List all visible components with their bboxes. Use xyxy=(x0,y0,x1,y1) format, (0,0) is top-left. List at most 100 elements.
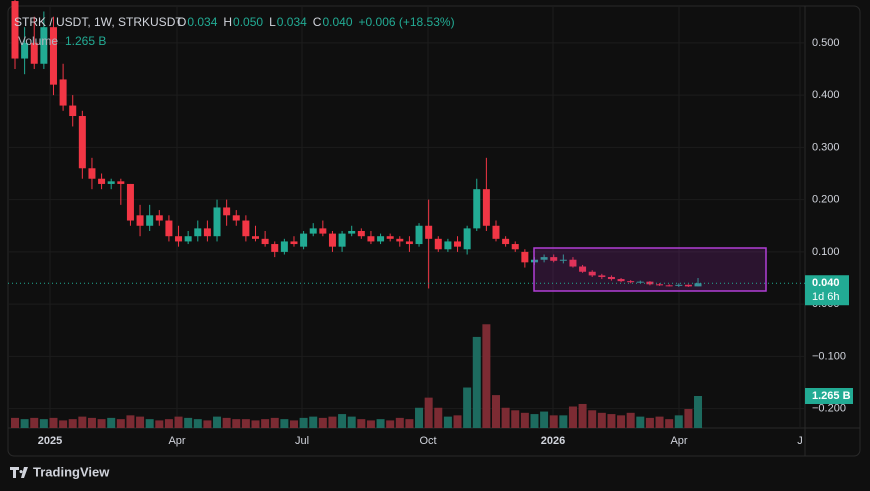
candle-body xyxy=(271,244,279,252)
y-tick-label: 0.200 xyxy=(812,194,840,206)
candle-body xyxy=(194,228,202,237)
candle-body xyxy=(107,181,115,184)
candle-body xyxy=(579,266,587,272)
volume-bar xyxy=(415,407,424,428)
volume-bar xyxy=(578,403,587,428)
volume-bar xyxy=(549,415,558,428)
symbol-title: STRK / USDT, 1W, STRKUSDT xyxy=(14,15,183,29)
quote-key: C xyxy=(313,15,322,29)
volume-bar xyxy=(30,417,39,428)
volume-bar xyxy=(568,406,577,428)
volume-bar xyxy=(328,416,337,428)
volume-layer xyxy=(11,324,703,428)
quote-change: +0.006 (+18.53%) xyxy=(359,15,455,29)
volume-bar xyxy=(395,417,404,428)
volume-bar xyxy=(694,395,703,428)
volume-bar xyxy=(299,417,308,428)
y-tick-label: 0.300 xyxy=(812,141,840,153)
candle-body xyxy=(319,228,327,234)
candle-body xyxy=(636,281,644,283)
candle-body xyxy=(675,284,683,286)
candle-body xyxy=(223,207,231,216)
candle-body xyxy=(377,236,385,242)
volume-bar xyxy=(126,415,135,428)
last-price-label: 0.040 xyxy=(812,277,840,289)
candle-body xyxy=(280,241,288,252)
volume-bar xyxy=(530,414,539,428)
candle-body xyxy=(290,241,298,245)
volume-bar xyxy=(645,417,654,428)
candle-body xyxy=(117,181,125,184)
volume-bar xyxy=(39,419,48,428)
quote-key: O xyxy=(177,15,186,29)
countdown-label: 1d 6h xyxy=(812,291,840,303)
volume-bar xyxy=(443,416,452,428)
x-tick-label: Apr xyxy=(168,435,185,447)
volume-bar xyxy=(674,415,683,428)
chart-panel xyxy=(7,5,861,457)
quote-value: 0.040 xyxy=(322,15,352,29)
volume-bar xyxy=(97,419,106,428)
candle-body xyxy=(665,285,673,287)
volume-bar xyxy=(184,417,193,428)
candle-body xyxy=(203,228,211,237)
candle-body xyxy=(434,238,442,250)
volume-bar xyxy=(136,416,145,428)
candle-body xyxy=(146,215,154,226)
y-tick-label: −0.200 xyxy=(812,403,846,415)
volume-bar xyxy=(164,419,173,428)
candle-body xyxy=(30,42,38,64)
y-tick-label: 0.100 xyxy=(812,246,840,258)
candle-body xyxy=(473,189,481,229)
x-tick-label: Jul xyxy=(295,435,309,447)
candle-body xyxy=(454,241,462,247)
volume-bar xyxy=(78,416,87,428)
candle-body xyxy=(540,257,548,260)
x-tick-label: J xyxy=(797,435,803,447)
volume-bar xyxy=(107,417,116,428)
volume-bar xyxy=(597,412,606,428)
volume-bar xyxy=(482,324,491,428)
candle-body xyxy=(59,79,67,106)
candle-body xyxy=(656,284,664,286)
candle-body xyxy=(69,105,77,117)
y-tick-label: 0.500 xyxy=(812,37,840,49)
volume-bar xyxy=(626,412,635,428)
candle-body xyxy=(328,233,336,247)
volume-bar xyxy=(261,419,270,428)
volume-bar xyxy=(289,420,298,428)
volume-bar xyxy=(318,417,327,428)
candle-body xyxy=(405,241,413,245)
quote-value: 0.050 xyxy=(233,15,263,29)
volume-bar xyxy=(68,419,77,428)
candle-body xyxy=(463,228,471,250)
rectangle-drawing[interactable] xyxy=(533,247,767,292)
candle-body xyxy=(300,233,308,247)
candle-body xyxy=(684,284,692,287)
candle-body xyxy=(492,225,500,239)
volume-bar xyxy=(309,416,318,428)
ohlc-legend: O 0.034 H 0.050 L 0.034 C 0.040 +0.006 (+18.53%) xyxy=(177,15,455,29)
axis-labels: −0.200−0.1000.0000.1000.2000.3000.4000.5… xyxy=(8,37,853,447)
volume-bar xyxy=(280,419,289,428)
volume-bar xyxy=(11,417,19,428)
volume-bar xyxy=(357,419,366,428)
brand-logo xyxy=(10,467,28,478)
volume-bar xyxy=(87,417,96,428)
candle-body xyxy=(521,251,529,263)
volume-bar xyxy=(607,414,616,428)
candle-body xyxy=(550,257,558,261)
candle-body xyxy=(338,233,346,247)
candle-body xyxy=(598,275,606,277)
candle-body xyxy=(11,1,19,59)
volume-bar xyxy=(232,419,241,428)
volume-bar xyxy=(174,416,183,428)
volume-bar xyxy=(251,420,260,428)
volume-bar xyxy=(222,417,231,428)
volume-bar xyxy=(386,420,395,428)
volume-bar xyxy=(241,419,250,428)
volume-bar xyxy=(588,410,597,428)
candle-body xyxy=(165,220,173,237)
candle-body xyxy=(588,271,596,276)
volume-bar xyxy=(116,419,125,428)
